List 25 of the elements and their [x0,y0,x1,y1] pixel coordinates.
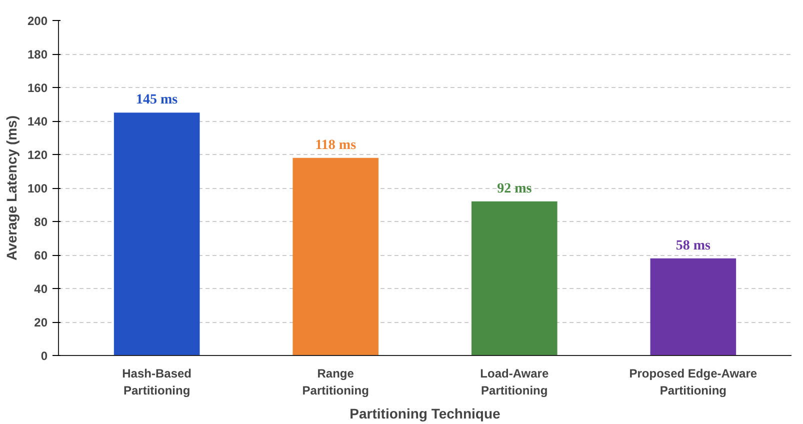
x-tick-label: Range Partitioning [302,366,369,398]
x-axis-title: Partitioning Technique [350,405,501,422]
data-label: 92 ms [497,181,532,196]
data-label: 118 ms [315,138,357,153]
y-tick-label: 140 [27,114,48,128]
x-tick-label: Load-Aware Partitioning [480,366,549,398]
y-tick-label: 80 [34,215,48,229]
data-label: 58 ms [676,238,712,254]
y-axis-title: Average Latency (ms) [3,116,20,260]
y-tick-label: 0 [40,349,48,363]
x-tick-label: Proposed Edge-Aware Partitioning [629,366,758,398]
y-tick-label: 120 [27,148,48,162]
y-tick-label: 100 [27,182,48,196]
y-tick-label: 60 [34,248,48,262]
y-tick-label: 40 [34,282,48,296]
x-tick-label: Hash-Based Partitioning [122,366,192,398]
bar [471,201,558,356]
bar [650,258,736,356]
bar [292,158,379,356]
y-tick-label: 160 [27,81,48,95]
y-tick-label: 20 [34,316,48,330]
bar [114,112,200,356]
y-tick-label: 200 [27,14,48,28]
data-label: 145 ms [136,92,178,108]
y-tick-label: 180 [27,48,48,62]
